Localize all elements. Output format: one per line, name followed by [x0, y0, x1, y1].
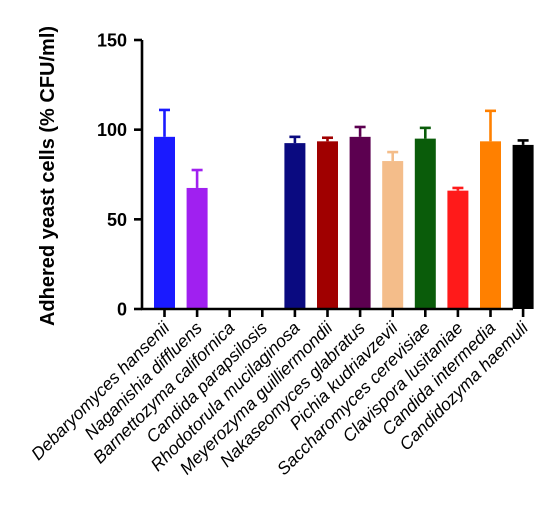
- bar: [349, 136, 371, 309]
- bar: [284, 143, 306, 309]
- bar: [154, 136, 175, 309]
- y-tick-label: 100: [97, 120, 127, 140]
- y-ticks-layer: 0 50 100 150: [97, 31, 142, 320]
- y-tick-label: 50: [107, 210, 127, 230]
- bar: [447, 190, 469, 309]
- bar: [382, 161, 404, 309]
- bar: [480, 141, 501, 309]
- bar: [512, 144, 534, 309]
- bar: [317, 141, 338, 309]
- y-tick-label: 0: [117, 300, 127, 320]
- bar: [186, 187, 208, 309]
- y-axis-label: Adhered yeast cells (% CFU/ml): [37, 26, 59, 326]
- error-bars-layer: [159, 108, 529, 191]
- bar: [414, 138, 436, 309]
- y-tick-label: 150: [97, 31, 127, 51]
- bars-layer: [154, 136, 534, 309]
